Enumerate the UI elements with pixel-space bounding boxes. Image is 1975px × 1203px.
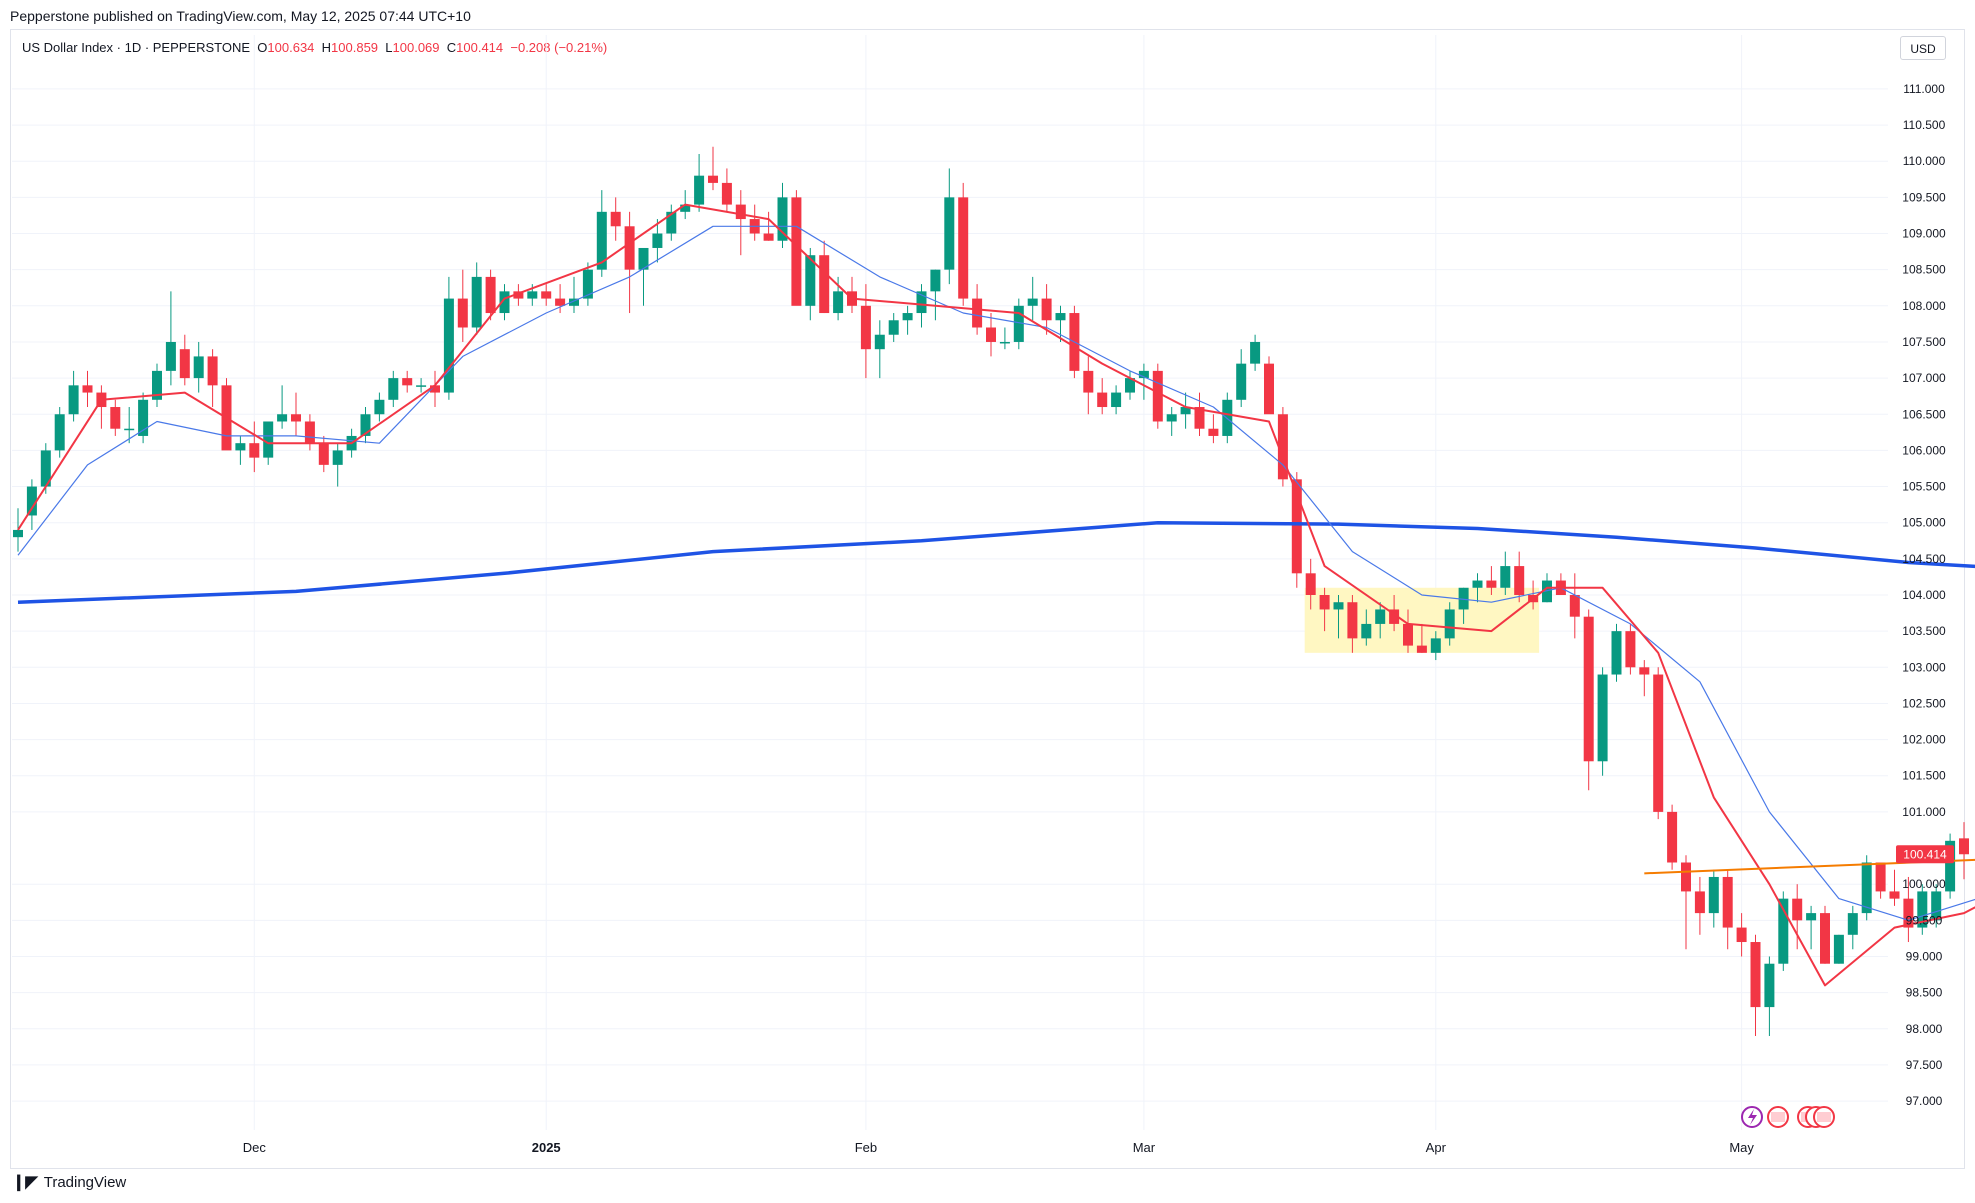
change-value: −0.208 (−0.21%) xyxy=(510,40,608,55)
low-value: 100.069 xyxy=(392,40,440,55)
open-label: O xyxy=(257,40,268,55)
open-value: 100.634 xyxy=(267,40,315,55)
footer-brand[interactable]: ❙◤ TradingView xyxy=(12,1172,126,1192)
symbol-name[interactable]: US Dollar Index · 1D · PEPPERSTONE xyxy=(22,40,251,55)
symbol-legend: US Dollar Index · 1D · PEPPERSTONE O100.… xyxy=(22,40,607,55)
close-value: 100.414 xyxy=(456,40,504,55)
tradingview-logo-icon: ❙◤ xyxy=(12,1174,38,1191)
footer-brand-text: TradingView xyxy=(43,1173,127,1191)
chart-frame xyxy=(10,29,1965,1169)
close-label: C xyxy=(446,40,457,55)
publisher-line: Pepperstone published on TradingView.com… xyxy=(10,8,471,24)
high-label: H xyxy=(321,40,332,55)
currency-button[interactable]: USD xyxy=(1900,36,1946,60)
low-label: L xyxy=(385,40,393,55)
high-value: 100.859 xyxy=(331,40,379,55)
